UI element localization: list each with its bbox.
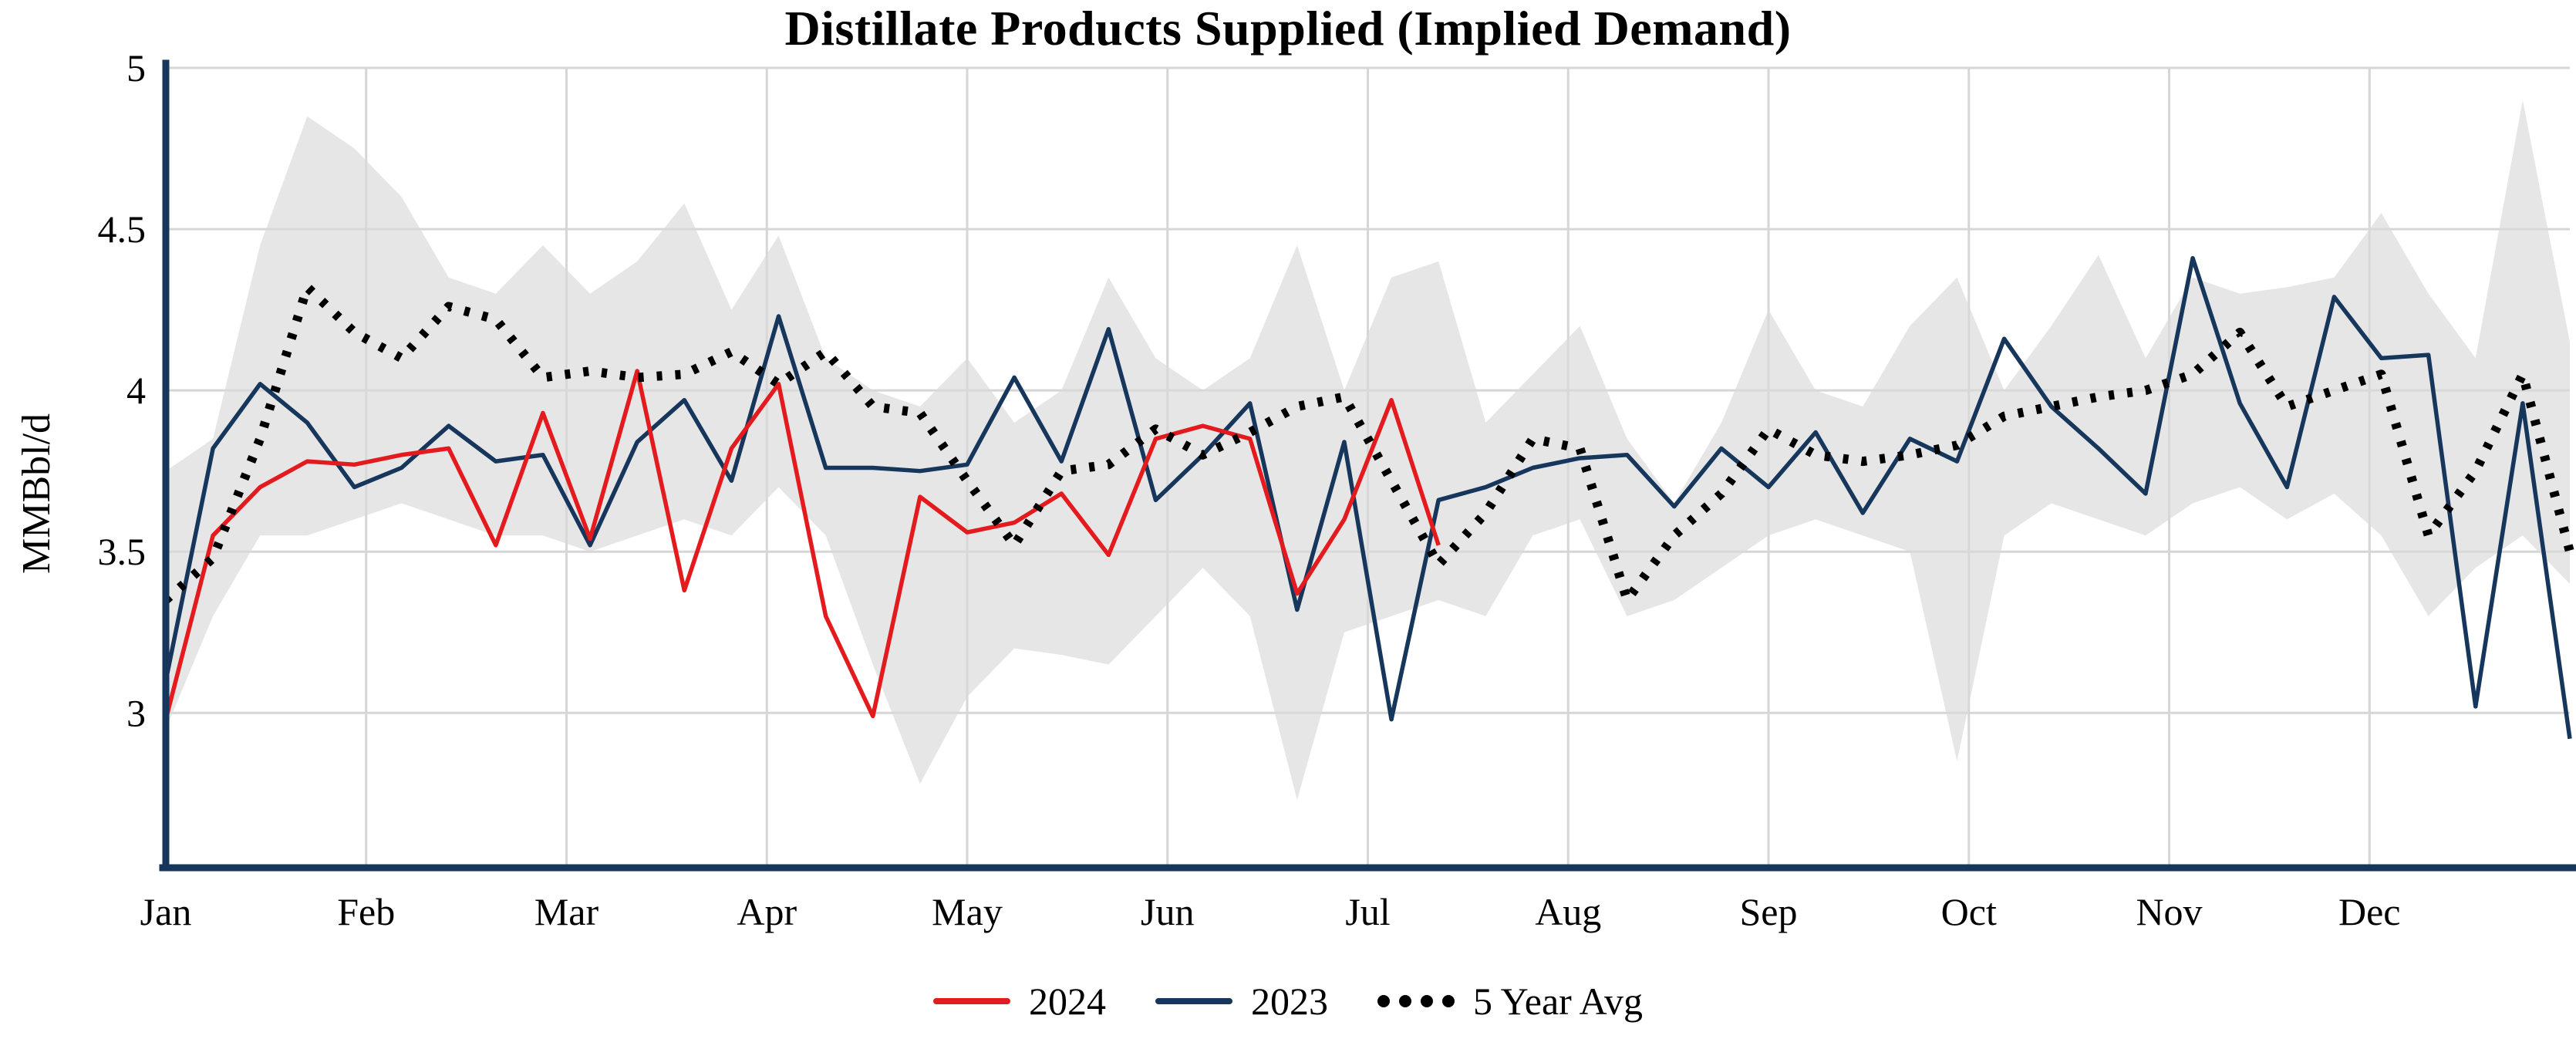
legend-line-sample-2024 — [933, 998, 1011, 1004]
plot-area: 3 3.5 4 4.5 5 Jan Feb Mar Apr May Jun Jul Aug Sep Oct N… — [98, 46, 2576, 933]
y-tick-label: 4 — [126, 369, 146, 412]
five-year-range-band — [166, 100, 2570, 801]
x-tick-label: Nov — [2136, 890, 2202, 933]
series-line-5-year-avg — [163, 282, 2574, 605]
y-tick-label: 3 — [126, 691, 146, 734]
x-tick-label: Oct — [1941, 890, 1997, 933]
legend-label-2024: 2024 — [1029, 980, 1107, 1023]
chart-title: Distillate Products Supplied (Implied De… — [784, 1, 1792, 56]
legend-item-5yr-avg: 5 Year Avg — [1377, 979, 1643, 1024]
legend-item-2024: 2024 — [933, 979, 1106, 1024]
x-tick-label: May — [932, 890, 1003, 933]
x-tick-label: Jun — [1141, 890, 1194, 933]
legend-line-sample-2023 — [1155, 998, 1233, 1004]
legend-label-2023: 2023 — [1251, 980, 1329, 1023]
series-line-2023 — [164, 255, 2572, 740]
x-tick-label: Jan — [140, 890, 192, 933]
y-tick-label: 3.5 — [98, 530, 147, 573]
series-line-2024 — [164, 369, 1441, 720]
legend-label-5yr-avg: 5 Year Avg — [1473, 980, 1643, 1023]
x-tick-label: Feb — [337, 890, 395, 933]
legend-line-sample-5yr-avg — [1377, 995, 1455, 1007]
y-tick-label: 4.5 — [98, 207, 147, 251]
x-tick-label: Jul — [1345, 890, 1390, 933]
x-tick-label: Mar — [534, 890, 599, 933]
x-tick-label: Sep — [1740, 890, 1798, 933]
x-tick-label: Apr — [737, 890, 797, 933]
legend: 2024 2023 5 Year Avg — [0, 970, 2576, 1032]
x-tick-label: Dec — [2338, 890, 2401, 933]
legend-item-2023: 2023 — [1155, 979, 1328, 1024]
x-tick-label: Aug — [1535, 890, 1601, 933]
y-tick-label: 5 — [126, 46, 146, 89]
